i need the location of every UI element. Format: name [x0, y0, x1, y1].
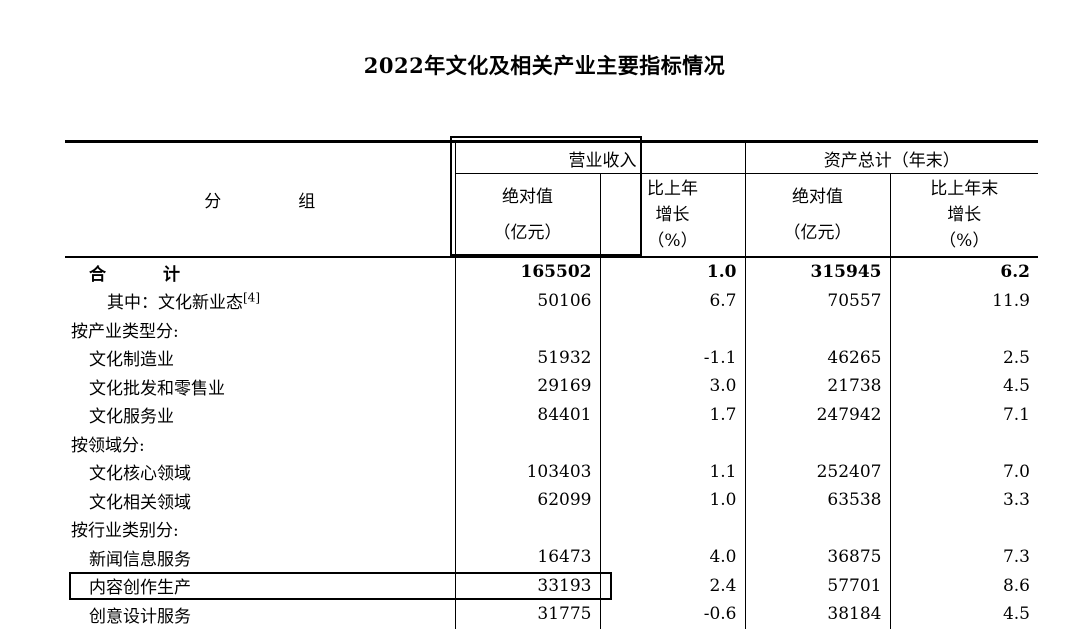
cell-rev-g: 3.0	[599, 372, 745, 401]
cell-asset: 46265	[744, 343, 890, 372]
cell-rev: 62099	[454, 486, 600, 515]
table-row: 文化核心领域 103403 1.1 252407 7.0	[65, 457, 1038, 486]
cell-asset: 247942	[744, 400, 890, 429]
cell-asset: 315945	[744, 257, 890, 287]
cell-asset-g	[889, 315, 1038, 344]
table-row: 新闻信息服务 16473 4.0 36875 7.3	[65, 543, 1038, 572]
cell-asset-g	[889, 514, 1038, 543]
cell-rev-g	[599, 429, 745, 458]
cell-rev: 31775	[454, 600, 600, 629]
cell-rev: 84401	[454, 400, 600, 429]
header-assets: 资产总计（年末）	[744, 140, 1038, 174]
cell-asset	[744, 315, 890, 344]
table-row: 文化批发和零售业 29169 3.0 21738 4.5	[65, 372, 1038, 401]
cell-asset: 36875	[744, 543, 890, 572]
header-revenue: 营业收入	[454, 140, 745, 174]
row-label: 合 计	[89, 264, 200, 285]
cell-asset: 63538	[744, 486, 890, 515]
cell-rev-g	[599, 514, 745, 543]
header-asset-growth: 比上年末 增长 （%）	[889, 173, 1038, 258]
row-label: 文化批发和零售业	[89, 378, 225, 399]
cell-rev: 29169	[454, 372, 600, 401]
row-label: 其中：文化新业态[4]	[107, 290, 260, 314]
table-row: 按行业类别分:	[65, 514, 1038, 543]
cell-asset-g: 11.9	[889, 286, 1038, 315]
row-label: 文化核心领域	[89, 464, 191, 485]
footnote-ref: [4]	[243, 290, 260, 305]
cell-rev	[454, 514, 600, 543]
page-title: 2022年文化及相关产业主要指标情况	[363, 53, 726, 78]
cell-asset: 21738	[744, 372, 890, 401]
cell-rev: 165502	[454, 257, 600, 287]
cell-rev-g: -1.1	[599, 343, 745, 372]
row-label: 文化相关领域	[89, 492, 191, 513]
row-label: 按领域分:	[71, 435, 145, 456]
row-label: 按行业类别分:	[71, 521, 179, 542]
cell-rev-g: 4.0	[599, 543, 745, 572]
cell-rev-g: 1.0	[599, 257, 745, 287]
cell-rev-g: 1.1	[599, 457, 745, 486]
cell-rev: 103403	[454, 457, 600, 486]
cell-asset: 57701	[744, 571, 890, 600]
cell-rev: 16473	[454, 543, 600, 572]
cell-asset-g: 7.3	[889, 543, 1038, 572]
table-row: 创意设计服务 31775 -0.6 38184 4.5	[65, 600, 1038, 629]
row-label: 新闻信息服务	[89, 549, 191, 570]
table-row: 按产业类型分:	[65, 315, 1038, 344]
row-label: 内容创作生产	[89, 578, 191, 599]
cell-rev-g: 2.4	[599, 571, 745, 600]
table-row: 按领域分:	[65, 429, 1038, 458]
cell-rev-g: 1.7	[599, 400, 745, 429]
cell-rev-g: 1.0	[599, 486, 745, 515]
header-rev-abs: 绝对值 （亿元）	[454, 173, 600, 258]
cell-asset-g: 4.5	[889, 600, 1038, 629]
table-row: 其中：文化新业态[4] 50106 6.7 70557 11.9	[65, 286, 1038, 315]
cell-rev: 33193	[454, 571, 600, 600]
cell-asset: 38184	[744, 600, 890, 629]
header-group: 分 组	[65, 140, 455, 258]
indicator-table: 分 组 营业收入 资产总计（年末） 绝对值 （亿元） 比上年 增长 （%） 绝对…	[65, 140, 1038, 629]
cell-asset-g: 8.6	[889, 571, 1038, 600]
cell-asset	[744, 429, 890, 458]
cell-rev-g	[599, 315, 745, 344]
header-asset-abs: 绝对值 （亿元）	[744, 173, 890, 258]
cell-rev-g: -0.6	[599, 600, 745, 629]
cell-asset-g: 4.5	[889, 372, 1038, 401]
cell-asset-g: 3.3	[889, 486, 1038, 515]
table-row: 文化相关领域 62099 1.0 63538 3.3	[65, 486, 1038, 515]
cell-asset: 252407	[744, 457, 890, 486]
cell-asset-g: 7.0	[889, 457, 1038, 486]
cell-rev	[454, 429, 600, 458]
table-row: 文化制造业 51932 -1.1 46265 2.5	[65, 343, 1038, 372]
header-rev-growth: 比上年 增长 （%）	[599, 173, 745, 258]
cell-rev-g: 6.7	[599, 286, 745, 315]
row-label: 文化服务业	[89, 407, 174, 428]
cell-asset-g: 6.2	[889, 257, 1038, 287]
cell-rev: 50106	[454, 286, 600, 315]
table-row: 合 计 165502 1.0 315945 6.2	[65, 257, 1038, 287]
cell-asset-g	[889, 429, 1038, 458]
table-row: 文化服务业 84401 1.7 247942 7.1	[65, 400, 1038, 429]
row-label: 文化制造业	[89, 350, 174, 371]
cell-rev: 51932	[454, 343, 600, 372]
table-row: 内容创作生产 33193 2.4 57701 8.6	[65, 571, 1038, 600]
row-label: 按产业类型分:	[71, 321, 179, 342]
cell-asset	[744, 514, 890, 543]
row-label: 创意设计服务	[89, 606, 191, 627]
cell-rev	[454, 315, 600, 344]
cell-asset-g: 2.5	[889, 343, 1038, 372]
cell-asset-g: 7.1	[889, 400, 1038, 429]
cell-asset: 70557	[744, 286, 890, 315]
